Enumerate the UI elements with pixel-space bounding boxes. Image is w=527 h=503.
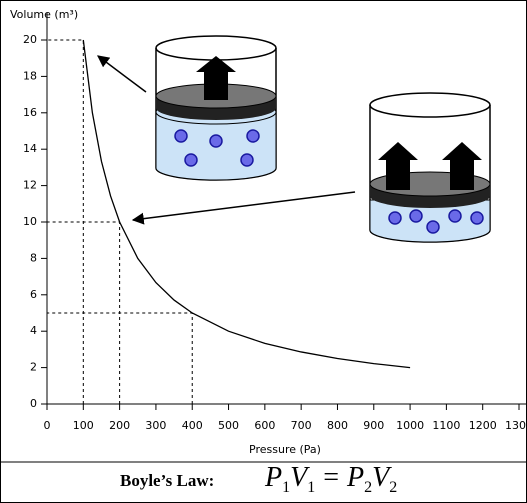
y-tick-label: 12	[23, 179, 37, 192]
x-tick-label: 700	[291, 419, 312, 432]
formula-equals: =	[323, 462, 339, 493]
formula-sub: 1	[282, 479, 290, 496]
caption-label: Boyle’s Law:	[120, 471, 214, 490]
pointer-arrow	[133, 192, 355, 220]
x-tick-label: 500	[218, 419, 239, 432]
x-tick-label: 400	[182, 419, 203, 432]
formula-sub: 1	[307, 479, 315, 496]
x-tick-label: 200	[109, 419, 130, 432]
x-axis-title: Pressure (Pa)	[249, 443, 321, 456]
formula-symbol: P	[264, 462, 282, 493]
x-tick-label: 1100	[432, 419, 460, 432]
x-tick-label: 1000	[396, 419, 424, 432]
x-tick-label: 900	[363, 419, 384, 432]
x-tick-label: 1200	[469, 419, 497, 432]
y-tick-label: 0	[30, 397, 37, 410]
formula-sub: 2	[364, 479, 372, 496]
formula: P1V1=P2V2	[264, 462, 397, 496]
y-tick-label: 6	[30, 288, 37, 301]
x-tick-label: 600	[254, 419, 275, 432]
formula-symbol: P	[346, 462, 364, 493]
x-tick-label: 1300	[505, 419, 527, 432]
x-tick-label: 0	[44, 419, 51, 432]
y-tick-label: 4	[30, 324, 37, 337]
x-tick-label: 800	[327, 419, 348, 432]
chart: Volume (m³) Pressure (Pa) Boyle’s Law: P…	[0, 0, 527, 503]
y-tick-label: 2	[30, 361, 37, 374]
formula-sub: 2	[389, 479, 397, 496]
cylinder-two	[370, 93, 490, 242]
y-tick-label: 16	[23, 106, 37, 119]
y-tick-label: 18	[23, 69, 37, 82]
y-tick-label: 20	[23, 33, 37, 46]
pointer-arrow	[98, 56, 146, 92]
y-tick-label: 10	[23, 215, 37, 228]
y-tick-label: 14	[23, 142, 37, 155]
cylinder-one	[156, 36, 276, 180]
x-tick-label: 300	[145, 419, 166, 432]
x-tick-label: 100	[73, 419, 94, 432]
y-axis-title: Volume (m³)	[10, 8, 78, 21]
y-tick-label: 8	[30, 251, 37, 264]
